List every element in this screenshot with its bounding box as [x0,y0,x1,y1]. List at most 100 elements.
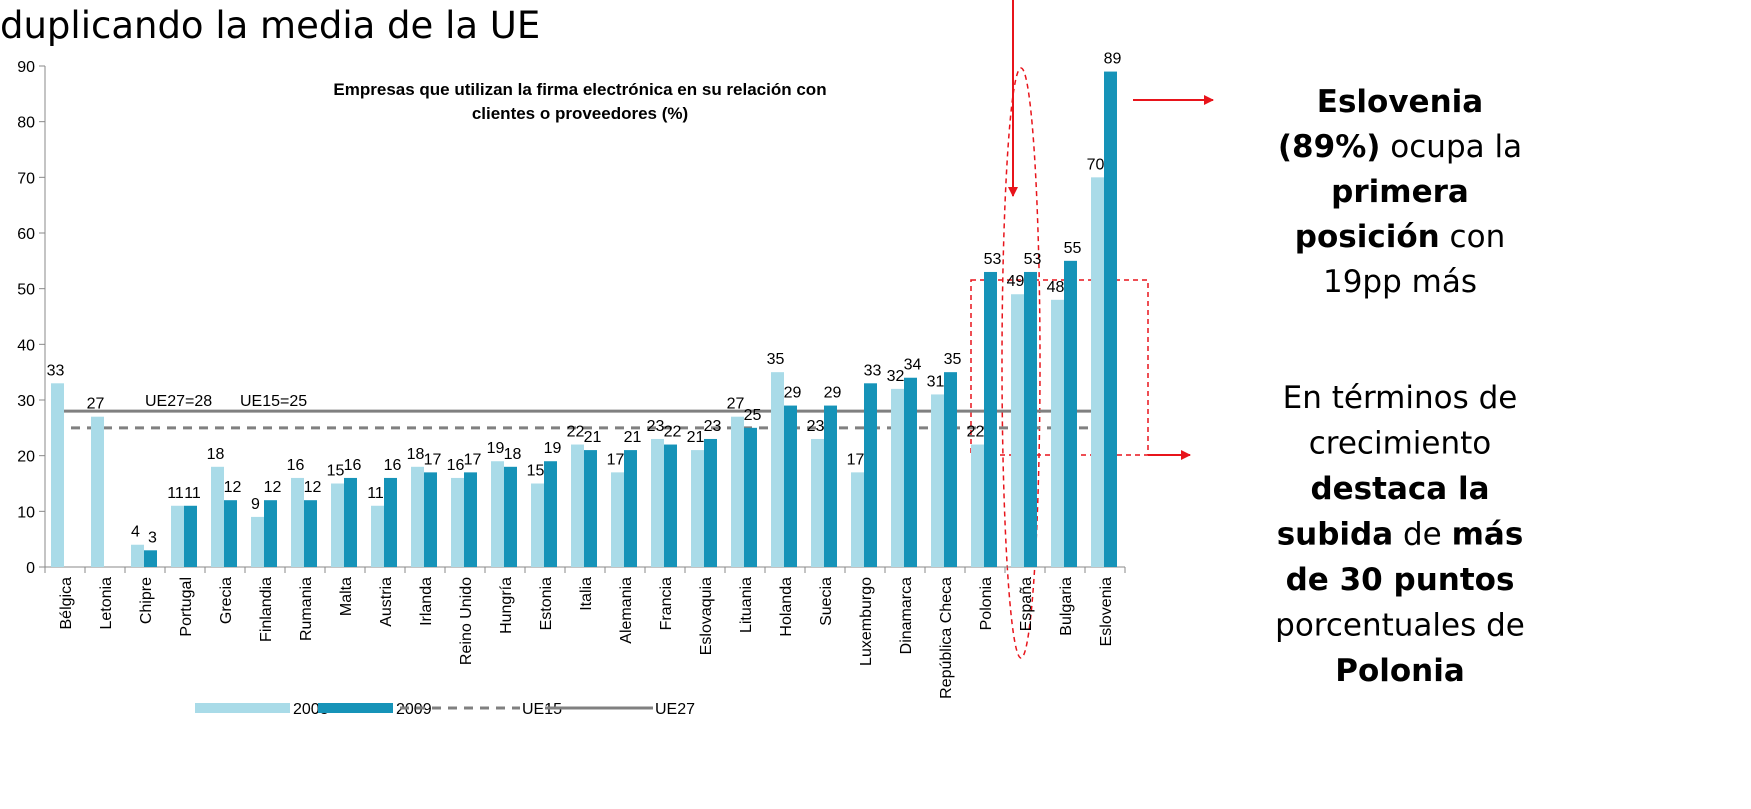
data-label: 53 [984,251,1002,268]
bar [171,505,184,567]
data-label: 18 [504,446,522,463]
legend-swatch [318,703,393,713]
data-label: 29 [784,385,802,402]
data-label: 55 [1064,240,1082,257]
bar [291,477,304,567]
data-label: 21 [624,429,642,446]
bar [384,477,397,567]
x-tick-label: Rumania [298,577,315,641]
data-label: 17 [607,451,625,468]
bar [411,466,424,567]
x-tick-label: Lituania [738,577,755,633]
legend-label: 2009 [396,701,432,718]
x-tick-label: Italia [578,577,595,611]
data-label: 22 [567,424,585,441]
data-label: 23 [704,418,722,435]
data-label: 48 [1047,279,1065,296]
annotation-line: (89%) ocupa la [1278,129,1522,165]
annotation-text: Eslovenia [1317,84,1483,120]
bar [144,550,157,567]
bar [984,271,997,567]
y-tick-label: 50 [17,282,35,299]
data-label: 18 [207,446,225,463]
data-label: 18 [407,446,425,463]
bar [771,372,784,567]
bar [904,377,917,567]
bar [691,450,704,567]
y-tick-label: 40 [17,337,35,354]
annotation-text: primera [1331,174,1469,210]
y-tick-label: 0 [26,560,35,577]
bar [891,388,904,567]
x-tick-label: Eslovaquia [698,577,715,655]
data-label: 33 [47,362,65,379]
data-label: 4 [131,524,140,541]
data-label: 33 [864,362,882,379]
data-label: 23 [647,418,665,435]
chart-title: clientes o proveedores (%) [472,104,688,123]
annotation-text: más [1452,517,1524,553]
data-label: 29 [824,385,842,402]
data-label: 23 [807,418,825,435]
bar [264,500,277,567]
highlight-shapes [970,0,1214,659]
annotation-text: ocupa la [1380,129,1522,165]
x-tick-label: Irlanda [418,577,435,626]
data-label: 35 [767,351,785,368]
data-label: 19 [544,440,562,457]
reference-label: UE15=25 [240,393,307,410]
data-label: 17 [847,451,865,468]
x-tick-label: Dinamarca [898,577,915,654]
x-tick-label: Austria [378,577,395,627]
bar [1011,294,1024,567]
legend-label: UE27 [655,701,695,718]
chart-title: Empresas que utilizan la firma electróni… [333,80,826,99]
bar [331,483,344,567]
x-tick-label: Holanda [778,577,795,637]
bar [611,472,624,567]
bar [464,472,477,567]
bar [184,505,197,567]
annotation-text: Polonia [1335,653,1465,689]
bar [304,500,317,567]
x-tick-label: Portugal [178,577,195,637]
x-tick-label: Grecia [218,577,235,624]
reference-label: UE27=28 [145,393,212,410]
bar [451,477,464,567]
bar [624,450,637,567]
annotation-text: (89%) [1278,129,1381,165]
x-tick-label: República Checa [938,577,955,699]
bar [531,483,544,567]
data-label: 27 [87,396,105,413]
annotation-text: crecimiento [1309,426,1492,462]
data-label: 17 [464,451,482,468]
bar [544,461,557,567]
x-tick-label: Bulgaria [1058,577,1075,636]
bar [51,383,64,567]
annotation-line: primera [1331,174,1469,210]
annotation-text: En términos de [1283,380,1518,416]
data-label: 27 [727,396,745,413]
data-label: 22 [664,424,682,441]
x-tick-label: Chipre [138,577,155,624]
data-label: 70 [1087,156,1105,173]
annotation-line: 19pp más [1323,264,1477,300]
data-label: 9 [251,496,260,513]
bar [824,405,837,567]
bar [211,466,224,567]
bar [251,516,264,567]
data-label: 89 [1104,51,1122,68]
bar [1091,177,1104,568]
x-tick-label: Suecia [818,577,835,626]
data-label: 31 [927,373,945,390]
bar [584,450,597,567]
data-label: 21 [584,429,602,446]
data-label: 17 [424,451,442,468]
x-tick-label: Finlandia [258,577,275,642]
bar [784,405,797,567]
y-tick-label: 80 [17,115,35,132]
annotation-text: subida [1277,517,1393,553]
bar [424,472,437,567]
data-label: 11 [167,485,184,502]
